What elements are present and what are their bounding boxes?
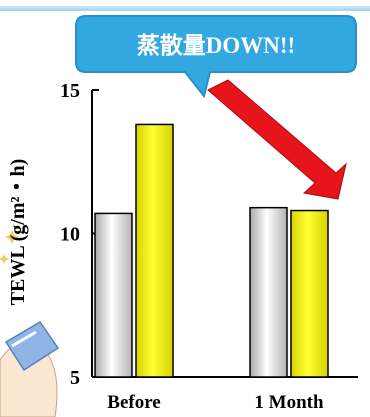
- mascot-illustration: [0, 321, 60, 417]
- x-tick-labels: Before 1 Month: [107, 392, 324, 413]
- bars: [94, 123, 329, 378]
- callout-bubble: 蒸散量DOWN!!: [75, 15, 357, 99]
- x-tick-label: 1 Month: [254, 392, 324, 413]
- y-tick-label: 15: [60, 80, 80, 102]
- down-arrow-icon: [207, 79, 347, 200]
- y-ticks: 5 10 15: [60, 80, 99, 389]
- bar-series2-1-month: [290, 209, 329, 378]
- y-tick-label: 10: [60, 224, 80, 246]
- y-tick-label: 5: [70, 367, 80, 389]
- callout-text: 蒸散量DOWN!!: [137, 33, 295, 58]
- bar-series1-before: [94, 212, 133, 378]
- header-rule: [0, 6, 370, 11]
- bar-series1-1-month: [249, 206, 288, 378]
- bar-series2-before: [135, 123, 174, 378]
- sparkle-icon: [0, 230, 19, 264]
- x-tick-label: Before: [107, 392, 160, 413]
- y-axis-label: TEWL (g/m²・h): [7, 159, 29, 306]
